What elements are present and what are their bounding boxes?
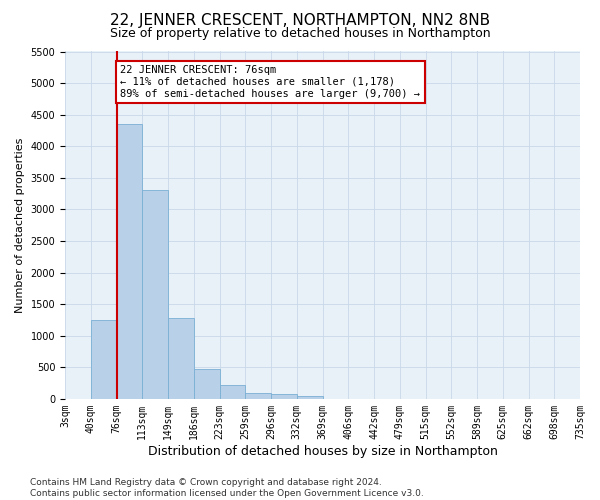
Text: 22 JENNER CRESCENT: 76sqm
← 11% of detached houses are smaller (1,178)
89% of se: 22 JENNER CRESCENT: 76sqm ← 11% of detac…: [121, 66, 421, 98]
Text: Size of property relative to detached houses in Northampton: Size of property relative to detached ho…: [110, 28, 490, 40]
Text: Contains HM Land Registry data © Crown copyright and database right 2024.
Contai: Contains HM Land Registry data © Crown c…: [30, 478, 424, 498]
Bar: [297, 396, 323, 399]
Y-axis label: Number of detached properties: Number of detached properties: [15, 138, 25, 313]
Bar: [91, 320, 116, 399]
Text: 22, JENNER CRESCENT, NORTHAMPTON, NN2 8NB: 22, JENNER CRESCENT, NORTHAMPTON, NN2 8N…: [110, 12, 490, 28]
Bar: [220, 384, 245, 399]
Bar: [116, 124, 142, 399]
Bar: [271, 394, 297, 399]
Bar: [168, 318, 194, 399]
X-axis label: Distribution of detached houses by size in Northampton: Distribution of detached houses by size …: [148, 444, 497, 458]
Bar: [142, 190, 168, 399]
Bar: [245, 392, 271, 399]
Bar: [194, 369, 220, 399]
